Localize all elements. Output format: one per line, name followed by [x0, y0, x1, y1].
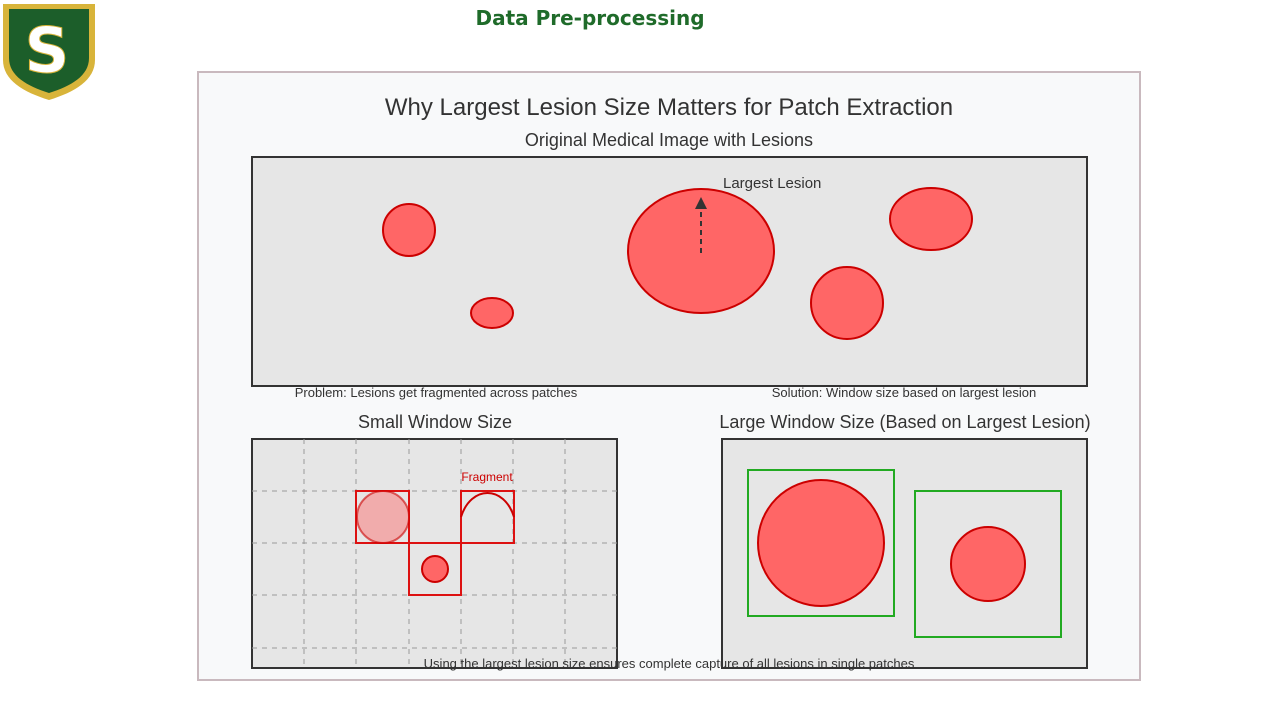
large-window-title: Large Window Size (Based on Largest Lesi… [719, 412, 1090, 432]
captured-lesion [950, 526, 1026, 602]
university-shield-logo: S [3, 4, 95, 100]
extraction-window [747, 469, 895, 617]
lesion-fragment [460, 492, 515, 518]
lesion [382, 203, 436, 257]
slide-title: Data Pre-processing [475, 6, 705, 30]
lesion [810, 266, 884, 340]
solution-caption: Solution: Window size based on largest l… [772, 385, 1036, 400]
original-panel-title: Original Medical Image with Lesions [525, 130, 813, 150]
captured-lesion [757, 479, 885, 607]
lesion [470, 297, 514, 329]
shield-inner [9, 9, 89, 93]
diagram-frame: Why Largest Lesion Size Matters for Patc… [197, 71, 1141, 681]
diagram-canvas: Why Largest Lesion Size Matters for Patc… [251, 94, 1091, 671]
fragmented-lesion [356, 490, 410, 544]
logo-letter: S [25, 14, 70, 87]
fragment-label: Fragment [461, 470, 513, 484]
largest-lesion-label: Largest Lesion [723, 175, 821, 192]
footer-note: Using the largest lesion size ensures co… [424, 656, 915, 671]
patch [408, 542, 462, 596]
lesion [889, 187, 973, 251]
small-window-title: Small Window Size [358, 412, 512, 432]
small-lesion [421, 555, 449, 583]
problem-caption: Problem: Lesions get fragmented across p… [295, 385, 578, 400]
diagram-title: Why Largest Lesion Size Matters for Patc… [385, 94, 953, 121]
extraction-window [914, 490, 1062, 638]
small-window-panel [251, 438, 618, 669]
